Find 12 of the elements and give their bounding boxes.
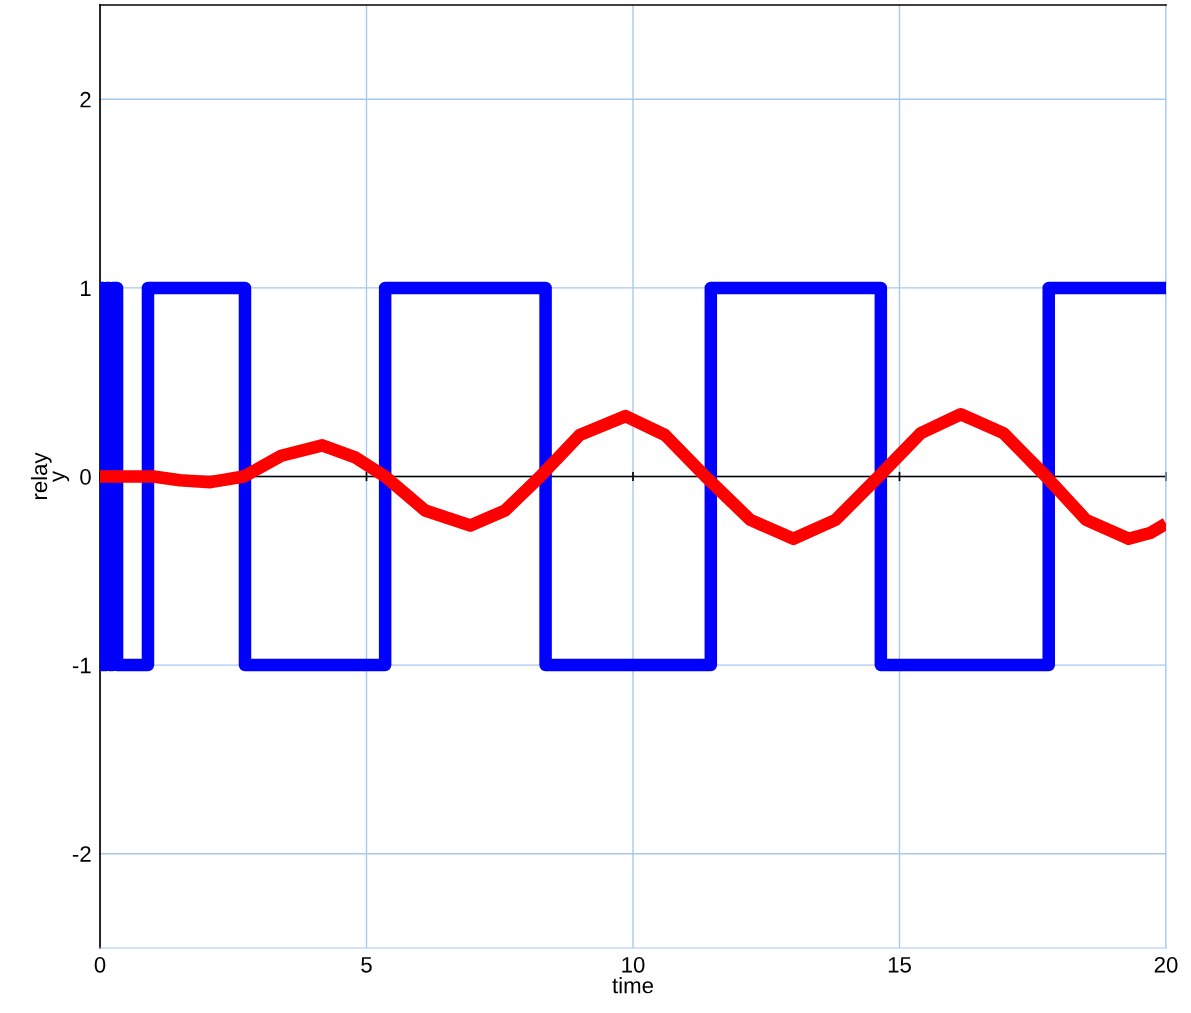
y-tick-label: -2 [72, 846, 91, 862]
x-tick-label: 5 [361, 957, 372, 973]
y-tick-label: 1 [81, 280, 91, 296]
y-axis-title: relay y [30, 452, 70, 500]
x-tick-label: 0 [94, 956, 106, 973]
x-axis-title: time [612, 977, 653, 994]
y-tick-label: 0 [80, 469, 91, 485]
y-tick-label: -1 [72, 657, 91, 674]
x-tick-label: 20 [1154, 956, 1178, 973]
x-tick-label: 10 [622, 956, 645, 973]
y-tick-label: 2 [80, 91, 91, 108]
x-tick-label: 15 [888, 957, 911, 973]
